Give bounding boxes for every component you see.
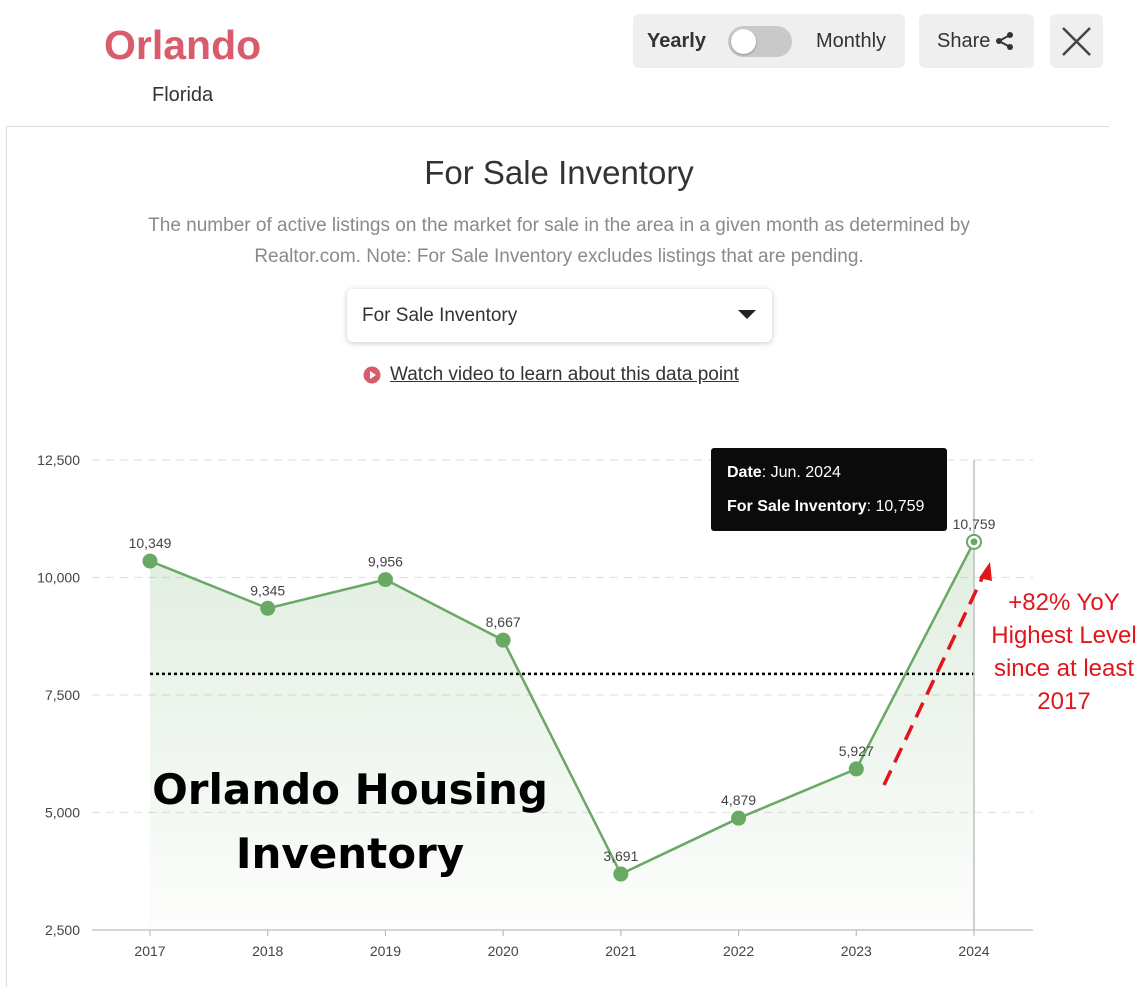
y-tick-label: 12,500 (37, 452, 80, 468)
caret-down-icon (738, 310, 756, 319)
series-area (150, 541, 974, 930)
overlay-title: Orlando Housing Inventory (150, 758, 550, 886)
x-tick-label: 2022 (723, 943, 754, 959)
data-label: 4,879 (721, 792, 756, 808)
tooltip-date-value: Jun. 2024 (770, 464, 841, 481)
play-icon (363, 366, 381, 384)
data-point-highlighted-core (970, 538, 978, 546)
city-title: Orlando (104, 22, 262, 68)
x-tick-label: 2019 (370, 943, 401, 959)
metric-dropdown[interactable]: For Sale Inventory (347, 289, 772, 342)
overlay-title-line2: Inventory (235, 829, 465, 878)
x-tick-label: 2021 (605, 943, 636, 959)
series-line (149, 541, 976, 876)
y-tick-label: 5,000 (45, 805, 80, 821)
data-point[interactable] (377, 572, 393, 588)
share-icon (996, 32, 1013, 50)
yearly-monthly-toggle: Yearly Monthly (633, 14, 905, 68)
y-tick-label: 10,000 (37, 570, 80, 586)
watch-video-link[interactable]: Watch video to learn about this data poi… (363, 364, 739, 386)
toggle-monthly-label[interactable]: Monthly (816, 30, 887, 52)
data-label: 10,349 (129, 535, 172, 551)
chart-title: For Sale Inventory (424, 154, 694, 191)
annotation-line4: 2017 (1037, 688, 1091, 715)
share-button[interactable]: Share (919, 14, 1034, 68)
tooltip-metric-value: 10,759 (875, 498, 925, 515)
x-tick-label: 2024 (958, 943, 989, 959)
chart-tooltip: Date: Jun. 2024 For Sale Inventory: 10,7… (711, 448, 947, 531)
overlay-title-line1: Orlando Housing (152, 765, 548, 814)
x-tick-label: 2018 (252, 943, 283, 959)
annotation-line3: since at least (993, 655, 1135, 682)
toggle-yearly-label[interactable]: Yearly (647, 30, 706, 52)
data-label: 5,927 (839, 743, 874, 759)
metric-dropdown-value: For Sale Inventory (362, 305, 518, 326)
tooltip-metric-label: For Sale Inventory (727, 498, 867, 515)
y-tick-label: 2,500 (45, 922, 80, 938)
data-label: 10,759 (953, 516, 996, 532)
x-tick-label: 2020 (488, 943, 519, 959)
yoy-annotation: +82% YoY Highest Level since at least 20… (982, 586, 1146, 718)
close-button[interactable] (1050, 14, 1103, 68)
annotation-line2: Highest Level (991, 622, 1137, 649)
y-tick-label: 7,500 (45, 687, 80, 703)
share-button-label: Share (937, 30, 991, 52)
data-point[interactable] (260, 600, 276, 616)
trend-arrow-head (979, 562, 992, 581)
state-subtitle: Florida (152, 84, 214, 106)
data-point[interactable] (848, 761, 864, 777)
trend-arrow (882, 573, 986, 786)
data-point[interactable] (142, 553, 158, 569)
x-tick-label: 2017 (134, 943, 165, 959)
data-label: 9,956 (368, 554, 403, 570)
toggle-knob (731, 29, 756, 54)
close-icon (1062, 27, 1091, 56)
annotation-line1: +82% YoY (1008, 589, 1120, 616)
data-point[interactable] (495, 632, 511, 648)
chart-card (6, 126, 1109, 987)
toggle-switch[interactable] (728, 26, 792, 57)
data-label: 3,691 (603, 848, 638, 864)
x-tick-label: 2023 (841, 943, 872, 959)
tooltip-date-label: Date (727, 464, 762, 481)
chart-description: The number of active listings on the mar… (148, 215, 970, 267)
watch-video-link-label: Watch video to learn about this data poi… (390, 364, 739, 385)
data-label: 9,345 (250, 582, 285, 598)
data-point[interactable] (731, 810, 747, 826)
data-label: 8,667 (486, 614, 521, 630)
data-point[interactable] (613, 866, 629, 882)
